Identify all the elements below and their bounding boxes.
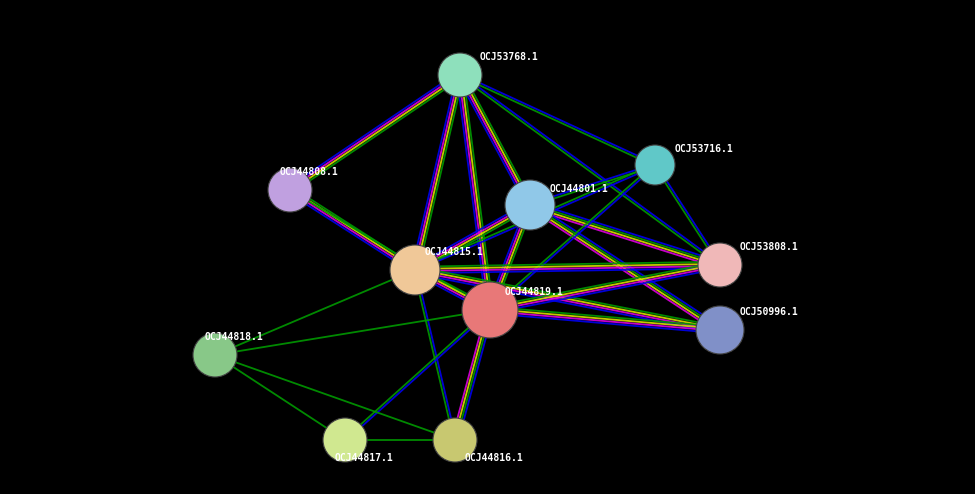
Text: OCJ44801.1: OCJ44801.1 — [550, 184, 608, 194]
Circle shape — [438, 53, 482, 97]
Circle shape — [698, 243, 742, 287]
Circle shape — [268, 168, 312, 212]
Text: OCJ53768.1: OCJ53768.1 — [480, 52, 539, 62]
Circle shape — [390, 245, 440, 295]
Text: OCJ44817.1: OCJ44817.1 — [335, 453, 394, 463]
Text: OCJ44818.1: OCJ44818.1 — [205, 332, 264, 342]
Text: OCJ50996.1: OCJ50996.1 — [740, 307, 799, 317]
Circle shape — [193, 333, 237, 377]
Circle shape — [505, 180, 555, 230]
Circle shape — [696, 306, 744, 354]
Circle shape — [323, 418, 367, 462]
Text: OCJ44819.1: OCJ44819.1 — [505, 287, 564, 297]
Text: OCJ53716.1: OCJ53716.1 — [675, 144, 734, 154]
Circle shape — [433, 418, 477, 462]
Text: OCJ44816.1: OCJ44816.1 — [465, 453, 524, 463]
Text: OCJ53808.1: OCJ53808.1 — [740, 242, 799, 252]
Circle shape — [462, 282, 518, 338]
Text: OCJ44815.1: OCJ44815.1 — [425, 247, 484, 257]
Text: OCJ44808.1: OCJ44808.1 — [280, 167, 338, 177]
Circle shape — [635, 145, 675, 185]
